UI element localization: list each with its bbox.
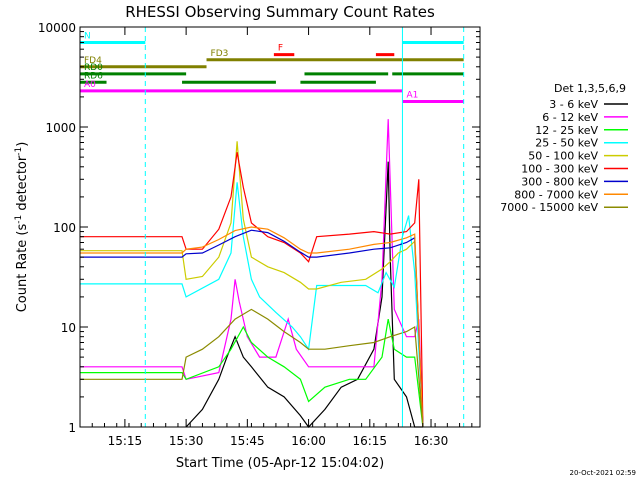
legend-label-0: 3 - 6 keV: [549, 98, 598, 111]
legend-header: Det 1,3,5,6,9: [554, 82, 626, 95]
y-axis-label-sup1: -1: [14, 215, 24, 224]
legend-label-3: 25 - 50 keV: [535, 137, 598, 150]
x-tick-label-5: 16:30: [414, 434, 449, 448]
chart-title: RHESSI Observing Summary Count Rates: [125, 3, 435, 21]
axes: 15:15 15:30 15:45 16:00 16:15 16:30 1 10 100 1000…: [38, 21, 480, 448]
state-bar-label-7: A1: [406, 90, 418, 100]
series-line-0: [185, 161, 423, 428]
series-line-5: [80, 152, 424, 428]
series-line-7: [80, 226, 424, 428]
state-bar-label-3: FD4: [84, 56, 102, 66]
series-line-2: [80, 318, 424, 428]
timestamp: 20-Oct-2021 02:59: [570, 469, 636, 477]
state-bar-label-6: A0: [84, 80, 96, 90]
legend-label-1: 6 - 12 keV: [542, 111, 598, 124]
y-tick-label-3: 1000: [45, 121, 76, 135]
x-tick-label-3: 16:00: [291, 434, 326, 448]
y-tick-label-1: 10: [61, 321, 76, 335]
y-tick-label-0: 1: [68, 421, 76, 435]
state-bar-label-4: RD0: [84, 63, 103, 73]
state-bar-label-0: N: [84, 31, 91, 41]
state-bar-label-1: F: [278, 44, 283, 54]
y-tick-label-4: 10000: [38, 21, 76, 35]
x-axis-label: Start Time (05-Apr-12 15:04:02): [176, 456, 384, 471]
x-tick-label-1: 15:30: [169, 434, 204, 448]
x-tick-label-0: 15:15: [108, 434, 143, 448]
series-line-6: [80, 229, 424, 428]
y-axis-label-sup2: -1: [14, 147, 24, 156]
legend-label-8: 7000 - 15000 keV: [500, 201, 598, 214]
y-axis-label-main: Count Rate (s: [15, 224, 30, 313]
legend-label-6: 300 - 800 keV: [521, 175, 598, 188]
state-bar-label-5: RD6: [84, 71, 103, 81]
state-bar-label-2: FD3: [211, 49, 229, 59]
y-tick-label-2: 100: [53, 221, 76, 235]
series-line-4: [80, 141, 424, 428]
legend-label-2: 12 - 25 keV: [535, 124, 598, 137]
series-line-8: [80, 308, 424, 428]
legend-label-5: 100 - 300 keV: [521, 163, 598, 176]
series-line-3: [80, 182, 424, 428]
y-axis-label-mid: detector: [15, 155, 30, 215]
vertical-markers: [144, 27, 465, 427]
data-layer: [80, 119, 424, 428]
x-tick-label-4: 16:15: [352, 434, 387, 448]
legend-label-4: 50 - 100 keV: [528, 150, 598, 163]
x-tick-label-2: 15:45: [230, 434, 265, 448]
y-axis-label: Count Rate (s-1 detector-1): [14, 142, 30, 313]
y-axis-label-end: ): [15, 142, 30, 147]
legend-label-7: 800 - 7000 keV: [514, 188, 598, 201]
